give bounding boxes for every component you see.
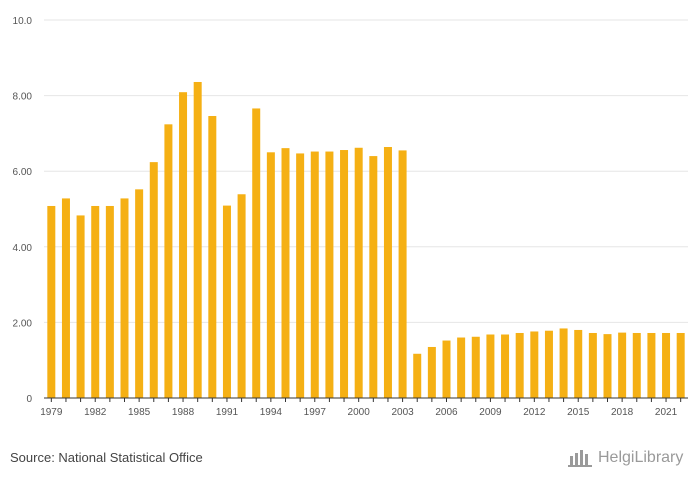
bar-1999[interactable] [340,150,349,398]
bar-1990[interactable] [208,116,217,399]
bars [47,81,685,399]
x-tick-label: 2003 [391,407,414,418]
x-tick-label: 2021 [655,407,678,418]
bar-2015[interactable] [574,329,583,398]
bar-2016[interactable] [588,332,597,398]
bar-2002[interactable] [383,147,392,398]
bar-2005[interactable] [427,346,436,398]
y-tick-label: 10.0 [13,16,33,27]
x-tick-label: 1997 [304,407,327,418]
x-tick-label: 2006 [435,407,458,418]
bar-1979[interactable] [47,205,56,398]
bar-1996[interactable] [296,153,305,398]
bar-1994[interactable] [266,152,275,398]
bar-2006[interactable] [442,340,451,398]
x-tick-label: 1979 [40,407,63,418]
bar-1980[interactable] [61,198,70,398]
brand-logo[interactable]: HelgiLibrary [568,448,683,468]
bar-2004[interactable] [413,353,422,398]
bar-2007[interactable] [457,337,466,398]
bar-1991[interactable] [222,205,231,398]
bar-1986[interactable] [149,162,158,398]
bar-2009[interactable] [486,334,495,398]
x-tick-label: 1985 [128,407,151,418]
y-axis-ticks: 0 2.00 4.00 6.00 8.00 10.0 [13,16,33,405]
x-tick-label: 2012 [523,407,546,418]
x-tick-label: 1994 [260,407,283,418]
bar-1981[interactable] [76,215,85,398]
bar-2013[interactable] [544,330,553,398]
x-tick-label: 2009 [479,407,502,418]
x-tick-label: 1991 [216,407,239,418]
bar-2010[interactable] [501,334,510,398]
bar-1984[interactable] [120,198,129,398]
bar-1988[interactable] [179,92,188,398]
bar-2018[interactable] [618,332,627,398]
bar-1983[interactable] [105,205,114,398]
bar-2019[interactable] [632,332,641,398]
x-axis: 1979 1982 1985 1988 1991 1994 1997 2000 2003 2006… [40,397,688,418]
y-tick-label: 8.00 [13,92,33,103]
bar-1997[interactable] [310,151,319,398]
bar-2017[interactable] [603,334,612,398]
bar-2001[interactable] [369,156,378,398]
y-tick-label: 4.00 [13,243,33,254]
bar-1989[interactable] [193,81,202,398]
bar-1982[interactable] [91,205,100,398]
bar-1993[interactable] [252,108,261,399]
x-tick-label: 1982 [84,407,107,418]
y-tick-label: 6.00 [13,167,33,178]
library-icon [568,450,592,467]
bar-2020[interactable] [647,332,656,398]
bar-2014[interactable] [559,328,568,398]
y-tick-label: 2.00 [13,318,33,329]
bar-2000[interactable] [354,147,363,398]
y-tick-label: 0 [26,394,32,405]
bar-2011[interactable] [515,332,524,398]
x-tick-label: 2000 [348,407,371,418]
bar-2022[interactable] [676,332,685,398]
bar-1998[interactable] [325,151,334,398]
bar-1985[interactable] [135,189,144,398]
bar-1995[interactable] [281,148,290,398]
x-tick-label: 2015 [567,407,590,418]
bar-2021[interactable] [662,332,671,398]
bar-2008[interactable] [471,336,480,398]
bar-1992[interactable] [237,194,246,398]
x-tick-label: 2018 [611,407,634,418]
bar-1987[interactable] [164,124,173,398]
x-tick-label: 1988 [172,407,195,418]
brand-name: HelgiLibrary [598,449,684,466]
bar-2012[interactable] [530,331,539,398]
source-note: Source: National Statistical Office [10,450,203,465]
bar-2003[interactable] [398,150,407,398]
